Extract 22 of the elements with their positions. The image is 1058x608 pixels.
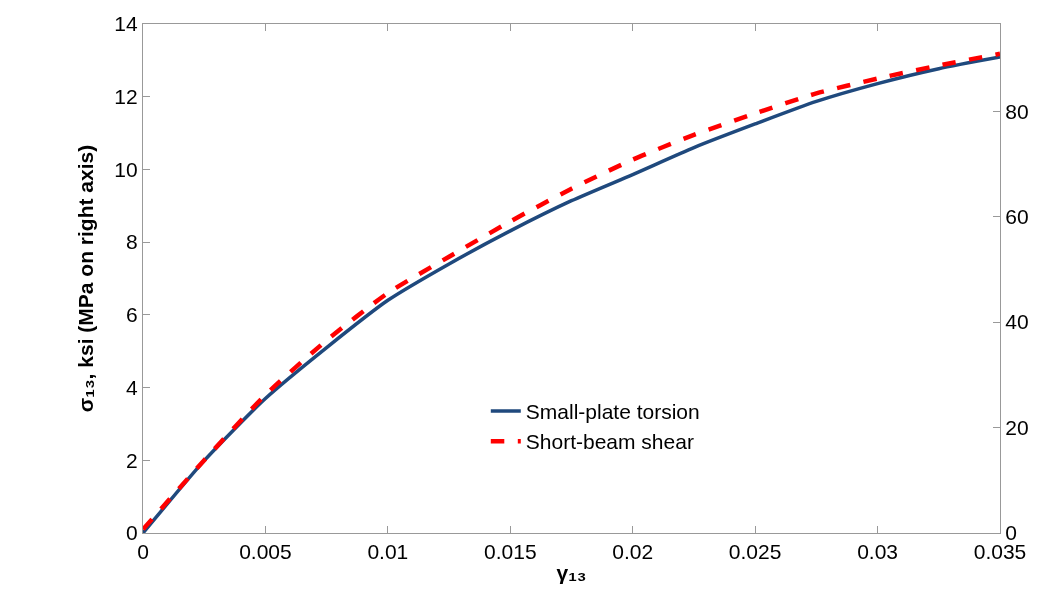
legend-label: Small-plate torsion	[525, 400, 700, 424]
y-tick-label: 6	[125, 303, 138, 327]
y2-tick-label: 20	[1005, 415, 1029, 439]
x-tick-label: 0.015	[484, 540, 537, 564]
y2-tick-label: 80	[1005, 99, 1029, 123]
x-tick-label: 0.005	[239, 540, 292, 564]
x-tick-label: 0.025	[728, 540, 782, 564]
y2-tick-label: 60	[1005, 204, 1029, 228]
x-tick-label: 0.01	[367, 540, 409, 564]
y-axis-title: σ₁₃, ksi (MPa on right axis)	[74, 144, 98, 413]
y-tick-label: 14	[114, 12, 138, 36]
legend-label: Short-beam shear	[525, 430, 694, 454]
x-axis-title: γ₁₃	[556, 560, 587, 584]
y-tick-label: 4	[125, 375, 138, 399]
y-tick-label: 8	[125, 230, 138, 254]
y-tick-label: 2	[125, 448, 138, 472]
y-tick-label: 10	[114, 157, 138, 181]
y2-tick-label: 40	[1005, 310, 1029, 334]
y-tick-label: 12	[114, 85, 138, 109]
y-tick-label: 0	[125, 521, 138, 545]
x-tick-label: 0.02	[612, 540, 654, 564]
x-tick-label: 0.03	[857, 540, 899, 564]
